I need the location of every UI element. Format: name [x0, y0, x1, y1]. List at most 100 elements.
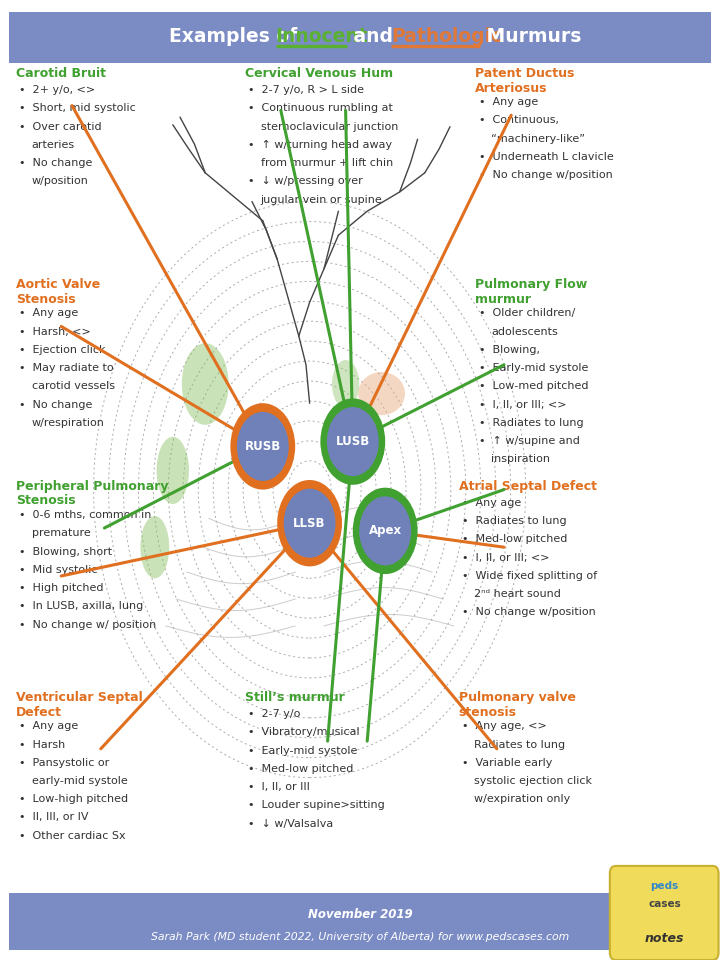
Text: •  No change w/position: • No change w/position — [479, 170, 613, 180]
Text: •  2-7 y/o: • 2-7 y/o — [248, 709, 301, 719]
Text: •  ↓ w/Valsalva: • ↓ w/Valsalva — [248, 819, 333, 828]
Circle shape — [237, 412, 289, 481]
Text: •  ↑ w/turning head away: • ↑ w/turning head away — [248, 140, 392, 150]
Circle shape — [359, 496, 411, 565]
Text: Ventricular Septal
Defect: Ventricular Septal Defect — [16, 691, 143, 719]
Text: Pulmonary Flow
murmur: Pulmonary Flow murmur — [475, 278, 588, 306]
Text: jugular vein or supine: jugular vein or supine — [261, 195, 382, 204]
Text: •  2-7 y/o, R > L side: • 2-7 y/o, R > L side — [248, 85, 364, 95]
Text: LUSB: LUSB — [336, 435, 370, 448]
Text: adolescents: adolescents — [491, 326, 558, 337]
Text: •  Harsh, <>: • Harsh, <> — [19, 326, 91, 337]
Text: •  Vibratory/musical: • Vibratory/musical — [248, 728, 360, 737]
Text: w/position: w/position — [32, 177, 89, 186]
Text: •  Any age: • Any age — [479, 97, 538, 108]
Text: Innocent: Innocent — [276, 27, 368, 46]
Text: sternoclavicular junction: sternoclavicular junction — [261, 122, 398, 132]
Text: •  No change w/ position: • No change w/ position — [19, 619, 157, 630]
Text: Patent Ductus
Arteriosus: Patent Ductus Arteriosus — [475, 67, 575, 95]
Text: “machinery-like”: “machinery-like” — [491, 133, 585, 144]
Text: •  0-6 mths, common in: • 0-6 mths, common in — [19, 510, 152, 520]
Text: •  2+ y/o, <>: • 2+ y/o, <> — [19, 85, 96, 95]
Text: Atrial Septal Defect: Atrial Septal Defect — [459, 480, 597, 493]
Text: inspiration: inspiration — [491, 454, 550, 465]
Text: •  Pansystolic or: • Pansystolic or — [19, 757, 109, 768]
Circle shape — [277, 480, 342, 566]
Circle shape — [230, 403, 295, 490]
Text: •  Med-low pitched: • Med-low pitched — [462, 535, 567, 544]
Text: •  Early-mid systole: • Early-mid systole — [248, 746, 358, 756]
Text: •  Low-high pitched: • Low-high pitched — [19, 794, 129, 804]
Text: •  Ejection click: • Ejection click — [19, 345, 106, 355]
Text: •  Blowing, short: • Blowing, short — [19, 546, 112, 557]
Text: •  No change: • No change — [19, 399, 93, 410]
Text: Pathologic: Pathologic — [391, 27, 503, 46]
Text: Peripheral Pulmonary
Stenosis: Peripheral Pulmonary Stenosis — [16, 480, 168, 508]
Ellipse shape — [332, 360, 359, 408]
Text: •  Any age: • Any age — [19, 308, 78, 319]
Text: •  Radiates to lung: • Radiates to lung — [479, 418, 583, 428]
Text: •  Variable early: • Variable early — [462, 757, 553, 768]
Text: Radiates to lung: Radiates to lung — [474, 739, 566, 750]
Text: •  Short, mid systolic: • Short, mid systolic — [19, 104, 136, 113]
Text: Aortic Valve
Stenosis: Aortic Valve Stenosis — [16, 278, 100, 306]
Text: •  Blowing,: • Blowing, — [479, 345, 540, 355]
Text: •  Radiates to lung: • Radiates to lung — [462, 516, 567, 526]
Text: •  High pitched: • High pitched — [19, 583, 104, 593]
Text: Murmurs: Murmurs — [480, 27, 582, 46]
Text: •  Continuous rumbling at: • Continuous rumbling at — [248, 104, 393, 113]
Text: •  Underneath L clavicle: • Underneath L clavicle — [479, 152, 613, 162]
Text: Cervical Venous Hum: Cervical Venous Hum — [245, 67, 393, 81]
Text: •  Other cardiac Sx: • Other cardiac Sx — [19, 830, 126, 841]
Text: carotid vessels: carotid vessels — [32, 381, 114, 392]
Circle shape — [327, 407, 379, 476]
Text: early-mid systole: early-mid systole — [32, 776, 127, 786]
FancyBboxPatch shape — [610, 866, 719, 960]
Text: •  Any age: • Any age — [19, 721, 78, 732]
Text: Apex: Apex — [369, 524, 402, 538]
Text: Pulmonary valve
stenosis: Pulmonary valve stenosis — [459, 691, 576, 719]
Text: cases: cases — [648, 900, 681, 909]
Text: premature: premature — [32, 528, 91, 539]
Text: Carotid Bruit: Carotid Bruit — [16, 67, 106, 81]
Text: •  Wide fixed splitting of: • Wide fixed splitting of — [462, 571, 598, 581]
Bar — [9, 893, 711, 950]
Bar — [9, 12, 711, 63]
Text: •  Any age, <>: • Any age, <> — [462, 721, 547, 732]
Text: RUSB: RUSB — [245, 440, 281, 453]
Text: •  Older children/: • Older children/ — [479, 308, 575, 319]
Ellipse shape — [181, 344, 229, 424]
Text: •  Early-mid systole: • Early-mid systole — [479, 363, 588, 373]
Ellipse shape — [140, 516, 169, 578]
Circle shape — [320, 398, 385, 485]
Text: •  Mid systolic: • Mid systolic — [19, 564, 98, 575]
Text: •  ↑ w/supine and: • ↑ w/supine and — [479, 436, 580, 446]
Text: •  May radiate to: • May radiate to — [19, 363, 114, 373]
Circle shape — [353, 488, 418, 574]
Text: from murmur + lift chin: from murmur + lift chin — [261, 158, 393, 168]
Text: •  Low-med pitched: • Low-med pitched — [479, 381, 588, 392]
Text: w/expiration only: w/expiration only — [474, 794, 571, 804]
Text: Sarah Park (MD student 2022, University of Alberta) for www.pedscases.com: Sarah Park (MD student 2022, University … — [151, 932, 569, 942]
Text: LLSB: LLSB — [293, 516, 326, 530]
Text: •  Louder supine>sitting: • Louder supine>sitting — [248, 801, 385, 810]
Text: •  Med-low pitched: • Med-low pitched — [248, 764, 354, 774]
Circle shape — [284, 489, 336, 558]
Text: arteries: arteries — [32, 140, 75, 150]
Text: systolic ejection click: systolic ejection click — [474, 776, 593, 786]
Text: peds: peds — [650, 881, 679, 891]
Text: •  II, III, or IV: • II, III, or IV — [19, 812, 89, 823]
Text: •  I, II, or III: • I, II, or III — [248, 782, 310, 792]
Text: November 2019: November 2019 — [307, 908, 413, 922]
Text: Examples of: Examples of — [168, 27, 304, 46]
Text: •  No change w/position: • No change w/position — [462, 608, 596, 617]
Text: and: and — [346, 27, 399, 46]
Text: •  ↓ w/pressing over: • ↓ w/pressing over — [248, 177, 363, 186]
Text: •  Over carotid: • Over carotid — [19, 122, 102, 132]
Text: •  No change: • No change — [19, 158, 93, 168]
Text: Still’s murmur: Still’s murmur — [245, 691, 345, 705]
Text: •  Harsh: • Harsh — [19, 739, 66, 750]
Ellipse shape — [359, 372, 405, 416]
Text: notes: notes — [645, 932, 684, 946]
Ellipse shape — [157, 437, 189, 504]
